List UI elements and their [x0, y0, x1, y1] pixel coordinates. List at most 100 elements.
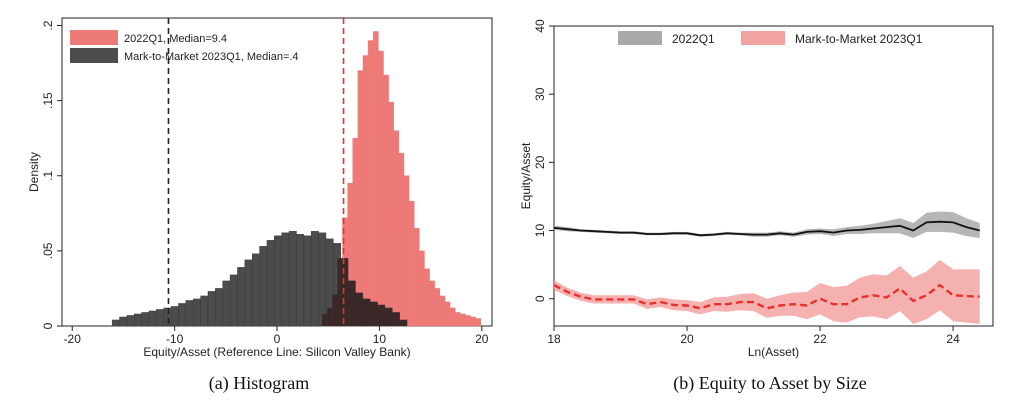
y-tick-label-3: .15: [41, 92, 55, 109]
bar-overlap-28-0: [322, 313, 326, 326]
bar-mtm2023q1-17: [237, 267, 246, 327]
bar-overlap-30-2: [333, 294, 338, 326]
x-tick-label-0: 18: [547, 332, 561, 346]
bar-2022q1-19: [419, 250, 425, 327]
y-axis-label: Equity/Asset: [519, 142, 533, 209]
bar-mtm2023q1-9: [178, 303, 187, 327]
bar-overlap-29-0: [325, 313, 328, 326]
legend-swatch-mtm2023q1: [70, 48, 118, 63]
bar-2022q1-21: [429, 280, 435, 327]
bar-overlap-36-12: [383, 304, 385, 326]
bar-mtm2023q1-18: [244, 259, 253, 327]
bar-2022q1-20: [424, 268, 430, 327]
bar-overlap-35-10: [373, 301, 378, 326]
x-tick-label-0: -20: [64, 332, 82, 346]
bar-2022q1-18: [413, 228, 420, 327]
legend-label-mtm2023q1: Mark-to-Market 2023Q1: [795, 32, 923, 46]
equity-size-chart: 18 20 22 24 0 10 20 30 40 Ln(Asset) Equity/Asset 20…: [519, 19, 994, 359]
line-legend: 2022Q1 Mark-to-Market 2023Q1: [618, 31, 923, 46]
bar-mtm2023q1-8: [170, 306, 179, 327]
y-axis-label: Density: [27, 152, 41, 192]
bar-overlap-38-15: [398, 312, 400, 326]
bar-2022q1-9: [367, 40, 374, 327]
bar-mtm2023q1-28: [318, 232, 327, 327]
bar-overlap-32-5: [348, 280, 353, 326]
bar-2022q1-26: [454, 312, 461, 327]
band-mtm2023q1: [554, 259, 980, 324]
bar-mtm2023q1-20: [259, 246, 268, 327]
bar-mtm2023q1-16: [229, 274, 238, 327]
y-tick-label-0: 0: [41, 322, 55, 329]
bar-mtm2023q1-25: [296, 234, 305, 327]
bar-2022q1-24: [444, 301, 451, 327]
legend-label-2022q1: 2022Q1: [672, 32, 715, 46]
bar-2022q1-7: [357, 70, 364, 327]
bar-mtm2023q1-19: [251, 253, 260, 327]
bar-mtm2023q1-13: [207, 291, 216, 327]
line-2022q1: [553, 220, 980, 237]
bar-2022q1-10: [372, 31, 379, 327]
bar-mtm2023q1-10: [185, 300, 194, 327]
bar-2022q1-15: [398, 152, 405, 327]
bar-overlap-30-3: [337, 258, 341, 326]
bar-overlap-34-8: [363, 298, 369, 326]
bar-overlap-33-7: [357, 292, 363, 326]
legend-swatch-2022q1: [618, 31, 662, 45]
bar-2022q1-11: [378, 50, 384, 327]
bar-2022q1-28: [465, 315, 471, 327]
bar-overlap-31-3: [340, 258, 343, 326]
bar-mtm2023q1-14: [215, 288, 223, 327]
x-tick-label-2: 0: [274, 332, 281, 346]
bar-mtm2023q1-23: [281, 232, 290, 327]
bar-overlap-37-12: [384, 307, 389, 326]
bar-2022q1-29: [470, 316, 476, 327]
bar-2022q1-23: [439, 295, 446, 327]
caption-left: (a) Histogram: [209, 373, 309, 394]
bar-mtm2023q1-2: [126, 315, 135, 327]
legend-label-2022q1: 2022Q1, Median=9.4: [124, 33, 227, 45]
band-2022q1: [554, 211, 980, 238]
bar-2022q1-14: [393, 130, 400, 327]
bar-2022q1-13: [388, 101, 394, 327]
x-tick-label-3: 10: [373, 332, 387, 346]
bar-mtm2023q1-21: [266, 240, 275, 327]
x-axis-label: Ln(Asset): [748, 345, 799, 359]
y-tick-label-0: 0: [533, 295, 547, 302]
y-tick-label-4: 40: [533, 19, 547, 33]
bar-overlap-37-13: [388, 307, 393, 326]
x-tick-label-1: -10: [166, 332, 184, 346]
bar-mtm2023q1-12: [200, 295, 209, 327]
bar-overlap-39-15: [399, 319, 404, 326]
bar-mtm2023q1-0: [111, 319, 120, 327]
x-tick-label-4: 20: [475, 332, 489, 346]
bar-mtm2023q1-4: [141, 312, 150, 327]
bar-overlap-39-16: [403, 319, 408, 326]
bar-overlap-29-2: [332, 294, 334, 326]
bar-mtm2023q1-5: [148, 310, 157, 327]
y-tick-label-1: 10: [533, 224, 547, 238]
bar-mtm2023q1-6: [156, 309, 165, 327]
bar-overlap-33-6: [355, 292, 358, 326]
bar-overlap-29-1: [327, 307, 333, 326]
bar-overlap-31-4: [342, 258, 348, 326]
x-axis-label: Equity/Asset (Reference Line: Silicon Va…: [143, 345, 410, 359]
bar-mtm2023q1-7: [163, 307, 172, 327]
y-tick-label-3: 30: [533, 87, 547, 101]
caption-right: (b) Equity to Asset by Size: [673, 373, 866, 394]
histogram-chart: -20 -10 0 10 20 0 .05 .1 .15 .2 Equity/Asset (Refe…: [27, 17, 493, 359]
y-tick-label-1: .05: [41, 242, 55, 259]
y-tick-label-4: .2: [41, 20, 55, 30]
bar-2022q1-16: [403, 175, 410, 327]
bar-overlap-38-13: [392, 312, 394, 326]
bar-overlap-38-14: [393, 312, 399, 326]
bar-mtm2023q1-3: [134, 313, 142, 327]
bar-mtm2023q1-26: [303, 235, 312, 327]
x-tick-label-2: 22: [813, 332, 827, 346]
y-tick-label-2: 20: [533, 155, 547, 169]
bar-2022q1-22: [434, 288, 441, 327]
legend-label-mtm2023q1: Mark-to-Market 2023Q1, Median=.4: [124, 51, 299, 63]
y-tick-label-2: .1: [41, 170, 55, 180]
bar-2022q1-25: [449, 307, 456, 327]
bar-2022q1-8: [362, 55, 369, 327]
